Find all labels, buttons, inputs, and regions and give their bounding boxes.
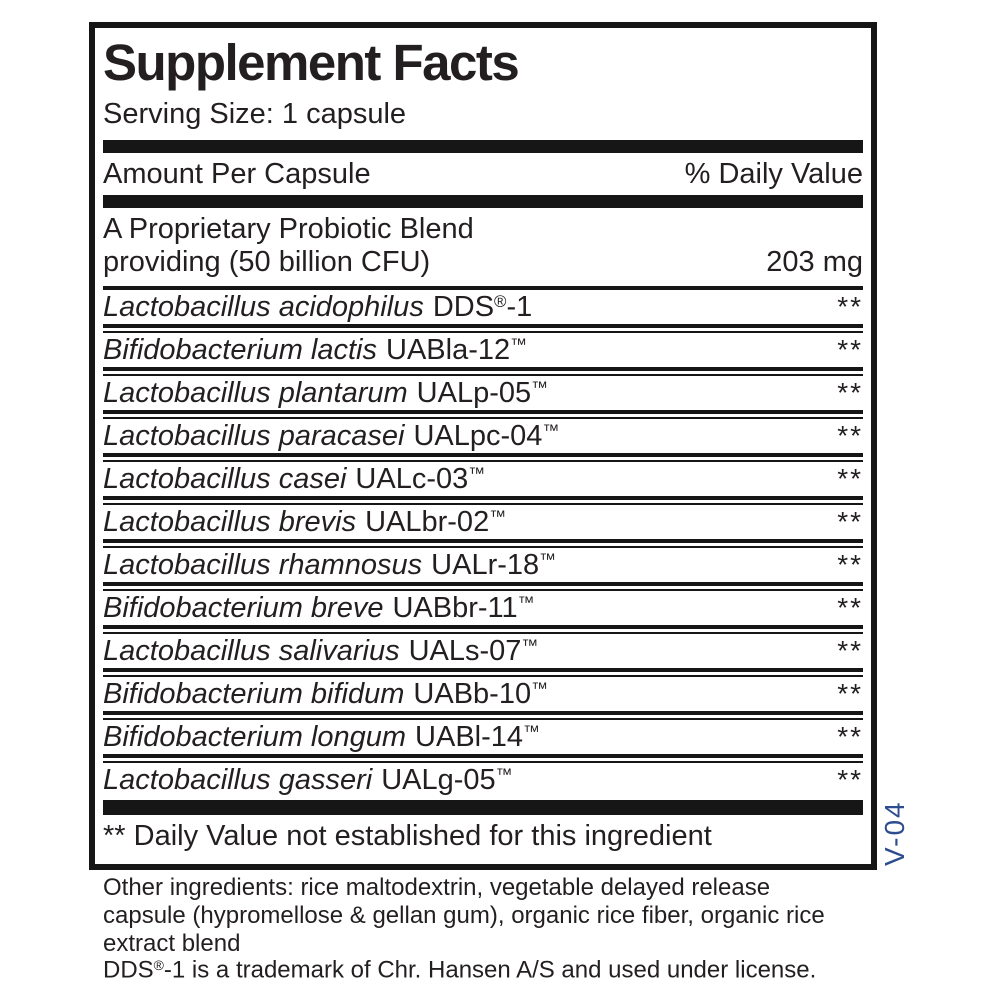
blend-name-line2: providing (50 billion CFU) xyxy=(103,246,431,278)
strain-name: Bifidobacterium bifidum UABb-10™ xyxy=(103,678,548,711)
daily-value-cell: ** xyxy=(837,592,863,623)
species-name: Lactobacillus paracasei xyxy=(103,419,405,452)
strain-name: Lactobacillus plantarum UALp-05™ xyxy=(103,377,548,410)
strain-name: Bifidobacterium longum UABl-14™ xyxy=(103,721,540,754)
strain-code: UABl-14™ xyxy=(415,720,540,753)
strain-row: Lactobacillus plantarum UALp-05™ ** xyxy=(103,376,863,410)
daily-value-cell: ** xyxy=(837,721,863,752)
strain-name: Bifidobacterium lactis UABla-12™ xyxy=(103,334,527,367)
row-separator xyxy=(103,668,863,677)
strain-code: UABla-12™ xyxy=(386,333,527,366)
strain-name: Lactobacillus acidophilus DDS®-1 xyxy=(103,291,532,324)
strain-name: Lactobacillus paracasei UALpc-04™ xyxy=(103,420,559,453)
species-name: Bifidobacterium bifidum xyxy=(103,677,405,710)
row-separator xyxy=(103,367,863,376)
strain-code: UALp-05™ xyxy=(416,376,548,409)
daily-value-cell: ** xyxy=(837,291,863,322)
species-name: Lactobacillus brevis xyxy=(103,505,357,538)
thin-separator xyxy=(103,286,863,290)
daily-value-cell: ** xyxy=(837,678,863,709)
strain-row: Lactobacillus gasseri UALg-05™ ** xyxy=(103,763,863,797)
daily-value-cell: ** xyxy=(837,377,863,408)
row-separator xyxy=(103,582,863,591)
divider-bar-header xyxy=(103,195,863,208)
row-separator xyxy=(103,625,863,634)
strain-code: UABb-10™ xyxy=(413,677,548,710)
strain-row: Lactobacillus rhamnosus UALr-18™ ** xyxy=(103,548,863,582)
serving-size: Serving Size: 1 capsule xyxy=(103,98,407,130)
strain-code: UALpc-04™ xyxy=(413,419,560,452)
daily-value-cell: ** xyxy=(837,549,863,580)
amount-column-header: Amount Per Capsule xyxy=(103,157,371,190)
strain-row: Bifidobacterium bifidum UABb-10™ ** xyxy=(103,677,863,711)
daily-value-cell: ** xyxy=(837,635,863,666)
species-name: Lactobacillus salivarius xyxy=(103,634,400,667)
other-ingredients-text: Other ingredients: rice maltodextrin, ve… xyxy=(103,874,825,957)
blend-name-line1: A Proprietary Probiotic Blend xyxy=(103,213,474,245)
blend-amount: 203 mg xyxy=(766,246,863,278)
daily-value-cell: ** xyxy=(837,764,863,795)
proprietary-blend-row: A Proprietary Probiotic Blend providing … xyxy=(103,208,863,286)
species-name: Lactobacillus plantarum xyxy=(103,376,408,409)
species-name: Lactobacillus acidophilus xyxy=(103,290,424,323)
strain-name: Lactobacillus gasseri UALg-05™ xyxy=(103,764,512,797)
strain-code: UALc-03™ xyxy=(355,462,486,495)
species-name: Lactobacillus rhamnosus xyxy=(103,548,423,581)
row-separator xyxy=(103,539,863,548)
version-code-vertical: V-04 xyxy=(879,800,910,866)
strain-row: Bifidobacterium lactis UABla-12™ ** xyxy=(103,333,863,367)
species-name: Bifidobacterium breve xyxy=(103,591,384,624)
strain-row: Lactobacillus salivarius UALs-07™ ** xyxy=(103,634,863,668)
trademark-note-text: DDS®-1 is a trademark of Chr. Hansen A/S… xyxy=(103,956,817,984)
row-separator xyxy=(103,453,863,462)
column-header-row: Amount Per Capsule % Daily Value xyxy=(103,153,863,195)
row-separator xyxy=(103,410,863,419)
strain-name: Lactobacillus salivarius UALs-07™ xyxy=(103,635,538,668)
species-name: Bifidobacterium longum xyxy=(103,720,407,753)
strain-row: Lactobacillus paracasei UALpc-04™ ** xyxy=(103,419,863,453)
strain-code: UALr-18™ xyxy=(431,548,556,581)
row-separator xyxy=(103,754,863,763)
strain-row: Lactobacillus brevis UALbr-02™ ** xyxy=(103,505,863,539)
daily-value-footnote: ** Daily Value not established for this … xyxy=(103,820,712,852)
strain-name: Lactobacillus rhamnosus UALr-18™ xyxy=(103,549,556,582)
divider-bar-top xyxy=(103,140,863,153)
daily-value-cell: ** xyxy=(837,420,863,451)
strain-row: Bifidobacterium longum UABl-14™ ** xyxy=(103,720,863,754)
row-separator xyxy=(103,711,863,720)
strain-row: Bifidobacterium breve UABbr-11™ ** xyxy=(103,591,863,625)
strain-code: UALg-05™ xyxy=(381,763,513,796)
strain-code: UABbr-11™ xyxy=(392,591,535,624)
daily-value-cell: ** xyxy=(837,463,863,494)
row-separator xyxy=(103,496,863,505)
strain-row: Lactobacillus casei UALc-03™ ** xyxy=(103,462,863,496)
strain-name: Lactobacillus brevis UALbr-02™ xyxy=(103,506,506,539)
daily-value-column-header: % Daily Value xyxy=(684,157,863,190)
row-separator xyxy=(103,324,863,333)
daily-value-cell: ** xyxy=(837,506,863,537)
divider-bar-bottom xyxy=(103,800,863,815)
species-name: Lactobacillus gasseri xyxy=(103,763,373,796)
daily-value-cell: ** xyxy=(837,334,863,365)
supplement-facts-panel: Supplement Facts Serving Size: 1 capsule… xyxy=(89,22,877,870)
panel-title: Supplement Facts xyxy=(103,34,520,91)
strain-row: Lactobacillus acidophilus DDS®-1 ** xyxy=(103,290,863,324)
species-name: Lactobacillus casei xyxy=(103,462,347,495)
strain-name: Bifidobacterium breve UABbr-11™ xyxy=(103,592,534,625)
strain-code: DDS®-1 xyxy=(432,290,533,323)
strain-name: Lactobacillus casei UALc-03™ xyxy=(103,463,485,496)
strain-code: UALbr-02™ xyxy=(365,505,507,538)
strain-code: UALs-07™ xyxy=(408,634,539,667)
species-name: Bifidobacterium lactis xyxy=(103,333,377,366)
